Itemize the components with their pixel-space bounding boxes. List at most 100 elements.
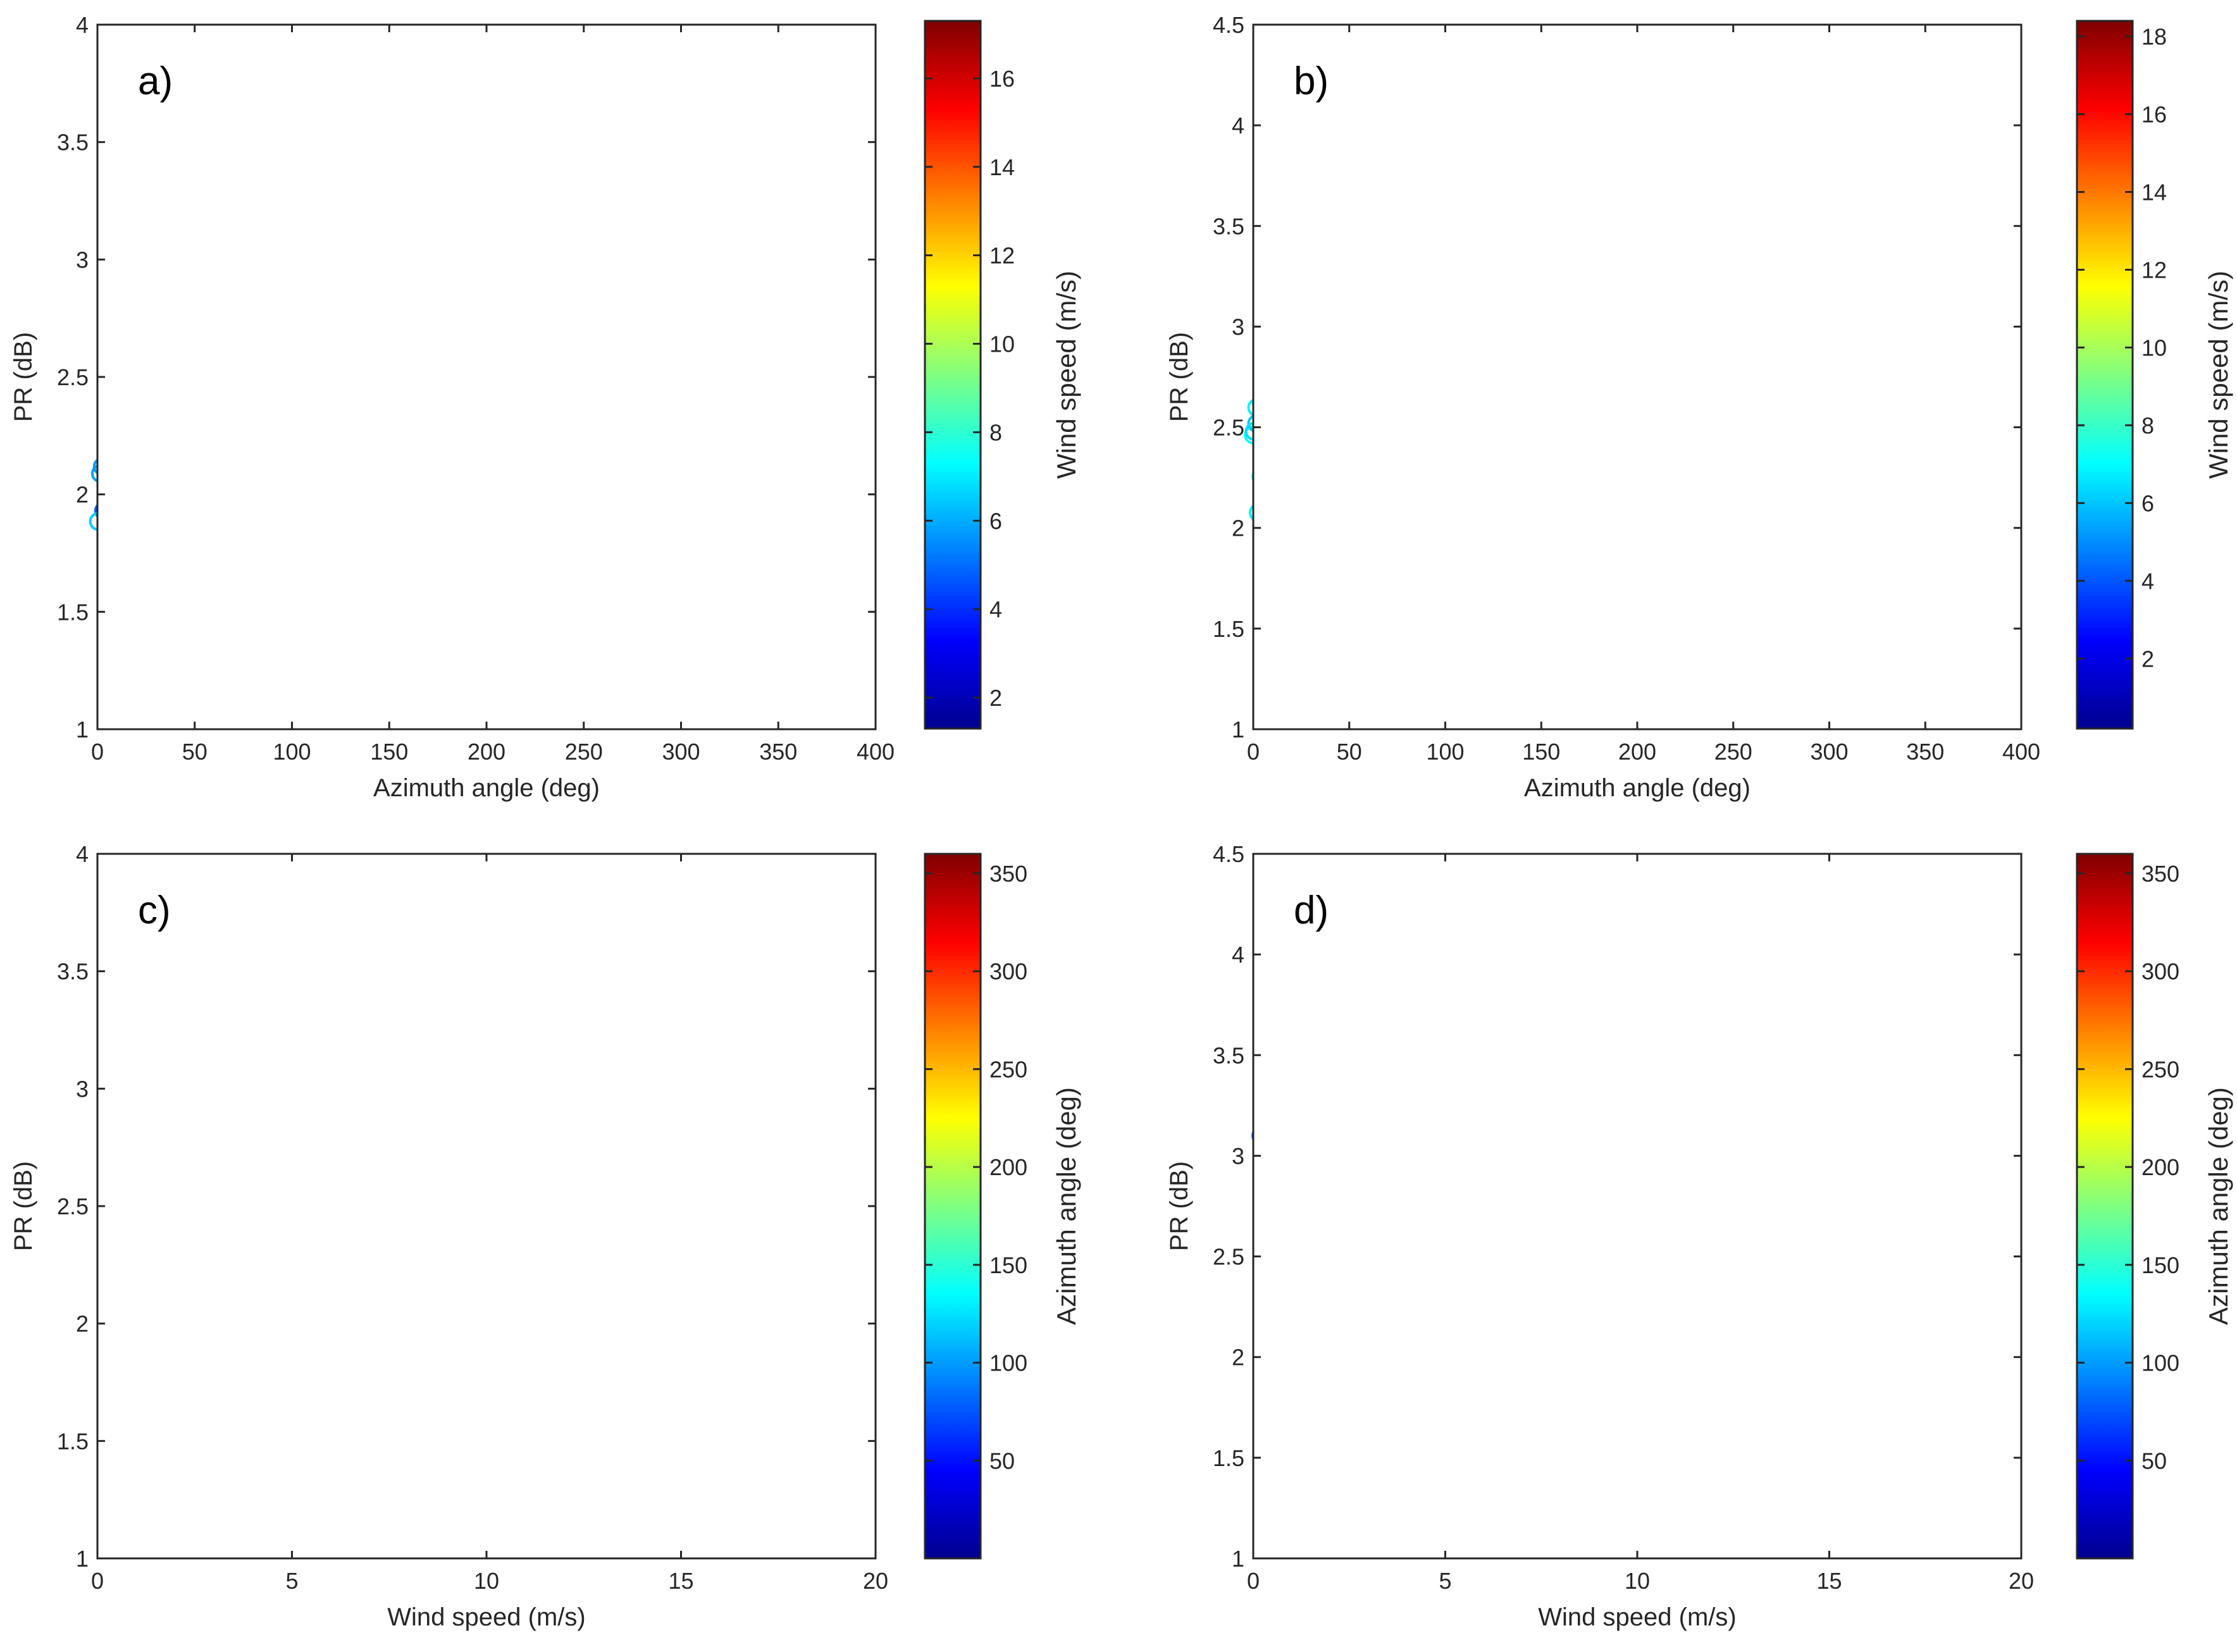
colorbar-tick-label: 50 (2141, 1448, 2167, 1474)
panel-d: 0 5 10 15 20 1 1.5 2 2.5 3 3.5 4 4.5 Wind speed (m/s)… (1165, 841, 2233, 1631)
colorbar-tick-label: 300 (2141, 959, 2179, 985)
y-tick-label: 2.5 (57, 364, 89, 390)
y-tick-label: 1 (1232, 717, 1244, 743)
axes-box (96, 853, 877, 1560)
x-tick-label: 150 (370, 739, 408, 765)
colorbar-label: Azimuth angle (deg) (1051, 1087, 1081, 1325)
colorbar-tick-label: 16 (2141, 102, 2167, 128)
y-tick-label: 2 (1232, 1345, 1244, 1371)
panel-label: d) (1294, 889, 1329, 932)
x-tick-label: 15 (1816, 1568, 1842, 1594)
colorbar-tick-label: 12 (2141, 257, 2167, 283)
colorbar-label: Azimuth angle (deg) (2203, 1087, 2233, 1325)
x-axis-label: Wind speed (m/s) (1538, 1603, 1736, 1631)
colorbar-tick-label: 18 (2141, 24, 2167, 50)
colorbar-gradient (2076, 853, 2134, 1560)
panel-a: 0 50 100 150 200 250 300 350 400 1 1.5 2 2.5 3 3.5 4 Azi… (9, 12, 1081, 802)
panel-label: b) (1294, 59, 1329, 103)
y-tick-label: 1.5 (1213, 616, 1244, 642)
y-tick-label: 3 (1232, 1143, 1244, 1169)
x-tick-label: 200 (468, 739, 505, 765)
x-tick-label: 10 (1625, 1568, 1650, 1594)
y-tick-label: 2.5 (1213, 1244, 1244, 1270)
y-tick-label: 2 (76, 482, 89, 508)
colorbar-tick-label: 150 (2141, 1252, 2179, 1278)
x-tick-label: 250 (565, 739, 603, 765)
y-axis-label: PR (dB) (9, 1161, 37, 1251)
x-tick-label: 250 (1714, 739, 1752, 765)
colorbar-tick-label: 14 (2141, 180, 2167, 206)
colorbar-tick-label: 10 (989, 331, 1015, 357)
panel-c: 0 5 10 15 20 1 1.5 2 2.5 3 3.5 4 Wind speed (m/s) PR … (9, 841, 1081, 1631)
y-tick-label: 4.5 (1213, 841, 1244, 867)
x-tick-label: 0 (91, 739, 104, 765)
x-axis-label: Azimuth angle (deg) (373, 774, 600, 802)
x-axis-label: Wind speed (m/s) (387, 1603, 585, 1631)
x-tick-label: 20 (863, 1568, 888, 1594)
x-tick-label: 0 (91, 1568, 104, 1594)
colorbar: 50 100 150 200 250 300 350 Azimuth angle (deg) (924, 853, 1081, 1560)
x-tick-label: 100 (273, 739, 311, 765)
x-tick-label: 200 (1618, 739, 1656, 765)
x-tick-label: 350 (1906, 739, 1944, 765)
colorbar-tick-label: 250 (2141, 1056, 2179, 1082)
y-tick-label: 3 (76, 247, 89, 273)
y-tick-label: 4 (1232, 942, 1244, 968)
x-tick-label: 0 (1247, 739, 1260, 765)
y-tick-label: 3 (1232, 314, 1244, 340)
colorbar-tick-label: 50 (989, 1448, 1015, 1474)
y-tick-label: 1 (1232, 1546, 1244, 1572)
colorbar-tick-label: 350 (989, 861, 1027, 887)
colorbar-tick-label: 100 (989, 1350, 1027, 1376)
x-tick-label: 50 (1337, 739, 1362, 765)
y-axis-label: PR (dB) (9, 332, 37, 422)
colorbar-tick-label: 2 (2141, 646, 2154, 672)
x-tick-label: 400 (2002, 739, 2040, 765)
colorbar-gradient (924, 853, 982, 1560)
x-tick-label: 100 (1426, 739, 1464, 765)
colorbar-label: Wind speed (m/s) (2203, 271, 2233, 479)
colorbar-tick-label: 350 (2141, 861, 2179, 887)
colorbar-tick-label: 200 (989, 1154, 1027, 1180)
x-tick-label: 50 (182, 739, 208, 765)
x-tick-label: 300 (1810, 739, 1848, 765)
colorbar-tick-label: 16 (989, 66, 1015, 92)
colorbar-tick-label: 100 (2141, 1350, 2179, 1376)
panel-label: c) (138, 889, 171, 932)
x-tick-label: 20 (2009, 1568, 2034, 1594)
y-tick-label: 3.5 (57, 959, 89, 985)
colorbar-tick-label: 2 (989, 685, 1002, 711)
colorbar-tick-label: 12 (989, 243, 1015, 269)
y-axis-label: PR (dB) (1165, 332, 1193, 422)
y-tick-label: 2 (76, 1311, 89, 1337)
y-tick-label: 4 (76, 12, 89, 38)
x-tick-label: 150 (1522, 739, 1560, 765)
colorbar-tick-label: 6 (2141, 490, 2154, 516)
colorbar-tick-label: 200 (2141, 1154, 2179, 1180)
panel-label: a) (138, 59, 173, 103)
y-tick-label: 1.5 (57, 1428, 89, 1454)
y-tick-label: 4 (76, 841, 89, 867)
x-tick-label: 5 (285, 1568, 298, 1594)
colorbar: 2 4 6 8 10 12 14 16 18 Wind speed (m/s) (2076, 20, 2233, 730)
colorbar-tick-label: 6 (989, 508, 1002, 534)
y-tick-label: 3.5 (1213, 213, 1244, 239)
y-tick-label: 2 (1232, 515, 1244, 541)
colorbar: 50 100 150 200 250 300 350 Azimuth angle (deg) (2076, 853, 2233, 1560)
y-tick-label: 2.5 (57, 1193, 89, 1219)
x-axis-label: Azimuth angle (deg) (1524, 774, 1751, 802)
panel-b: 0 50 100 150 200 250 300 350 400 1 1.5 2 2.5 3 3.5 4 4.5… (1165, 12, 2233, 802)
colorbar-tick-label: 10 (2141, 335, 2167, 361)
x-tick-label: 5 (1439, 1568, 1451, 1594)
x-tick-label: 300 (662, 739, 700, 765)
colorbar-tick-label: 8 (989, 419, 1002, 445)
x-tick-label: 0 (1247, 1568, 1260, 1594)
colorbar-tick-label: 4 (2141, 568, 2154, 594)
colorbar-label: Wind speed (m/s) (1051, 271, 1081, 479)
x-tick-label: 15 (668, 1568, 693, 1594)
axes-box (96, 23, 877, 730)
y-tick-label: 2.5 (1213, 415, 1244, 441)
y-tick-label: 3.5 (57, 130, 89, 156)
colorbar: 2 4 6 8 10 12 14 16 Wind speed (m/s) (924, 20, 1081, 730)
